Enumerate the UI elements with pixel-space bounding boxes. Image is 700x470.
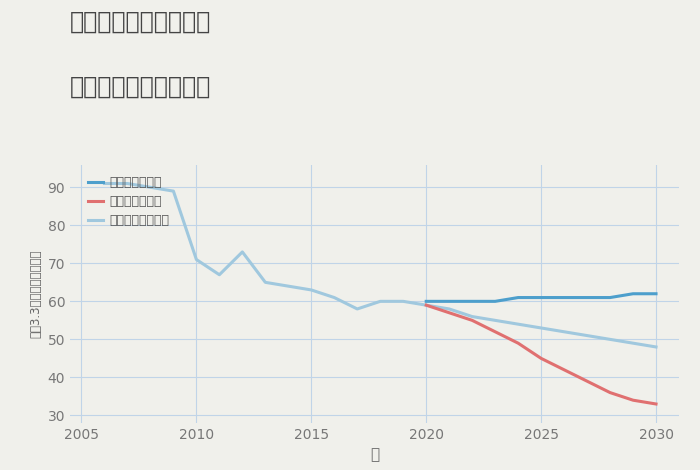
Text: 中古戸建ての価格推移: 中古戸建ての価格推移 (70, 75, 211, 99)
グッドシナリオ (445, 298, 454, 304)
バッドシナリオ (537, 355, 545, 361)
バッドシナリオ (491, 329, 499, 335)
ノーマルシナリオ (399, 298, 407, 304)
グッドシナリオ (468, 298, 477, 304)
Y-axis label: 坪（3.3㎡）単価（万円）: 坪（3.3㎡）単価（万円） (29, 250, 42, 338)
ノーマルシナリオ (606, 337, 615, 342)
ノーマルシナリオ (146, 185, 155, 190)
Line: バッドシナリオ: バッドシナリオ (426, 305, 656, 404)
ノーマルシナリオ (652, 344, 660, 350)
ノーマルシナリオ (353, 306, 361, 312)
グッドシナリオ (560, 295, 568, 300)
グッドシナリオ (583, 295, 592, 300)
グッドシナリオ (422, 298, 430, 304)
グッドシナリオ (514, 295, 522, 300)
Legend: グッドシナリオ, バッドシナリオ, ノーマルシナリオ: グッドシナリオ, バッドシナリオ, ノーマルシナリオ (88, 176, 169, 227)
ノーマルシナリオ (514, 321, 522, 327)
バッドシナリオ (629, 397, 637, 403)
ノーマルシナリオ (284, 283, 293, 289)
バッドシナリオ (652, 401, 660, 407)
バッドシナリオ (422, 302, 430, 308)
ノーマルシナリオ (560, 329, 568, 335)
バッドシナリオ (445, 310, 454, 315)
ノーマルシナリオ (422, 302, 430, 308)
ノーマルシナリオ (169, 188, 178, 194)
バッドシナリオ (606, 390, 615, 395)
Line: ノーマルシナリオ: ノーマルシナリオ (104, 183, 656, 347)
バッドシナリオ (583, 378, 592, 384)
ノーマルシナリオ (238, 249, 246, 255)
グッドシナリオ (491, 298, 499, 304)
ノーマルシナリオ (376, 298, 384, 304)
ノーマルシナリオ (215, 272, 223, 278)
グッドシナリオ (537, 295, 545, 300)
バッドシナリオ (514, 340, 522, 346)
ノーマルシナリオ (468, 314, 477, 320)
ノーマルシナリオ (537, 325, 545, 331)
ノーマルシナリオ (123, 180, 132, 186)
バッドシナリオ (468, 318, 477, 323)
ノーマルシナリオ (261, 280, 270, 285)
グッドシナリオ (652, 291, 660, 297)
ノーマルシナリオ (629, 340, 637, 346)
ノーマルシナリオ (445, 306, 454, 312)
ノーマルシナリオ (583, 333, 592, 338)
Line: グッドシナリオ: グッドシナリオ (426, 294, 656, 301)
ノーマルシナリオ (307, 287, 316, 293)
バッドシナリオ (560, 367, 568, 373)
ノーマルシナリオ (330, 295, 339, 300)
Text: 三重県鈴鹿市郡山町の: 三重県鈴鹿市郡山町の (70, 9, 211, 33)
ノーマルシナリオ (100, 180, 108, 186)
グッドシナリオ (629, 291, 637, 297)
グッドシナリオ (606, 295, 615, 300)
ノーマルシナリオ (491, 318, 499, 323)
ノーマルシナリオ (193, 257, 201, 262)
X-axis label: 年: 年 (370, 447, 379, 462)
